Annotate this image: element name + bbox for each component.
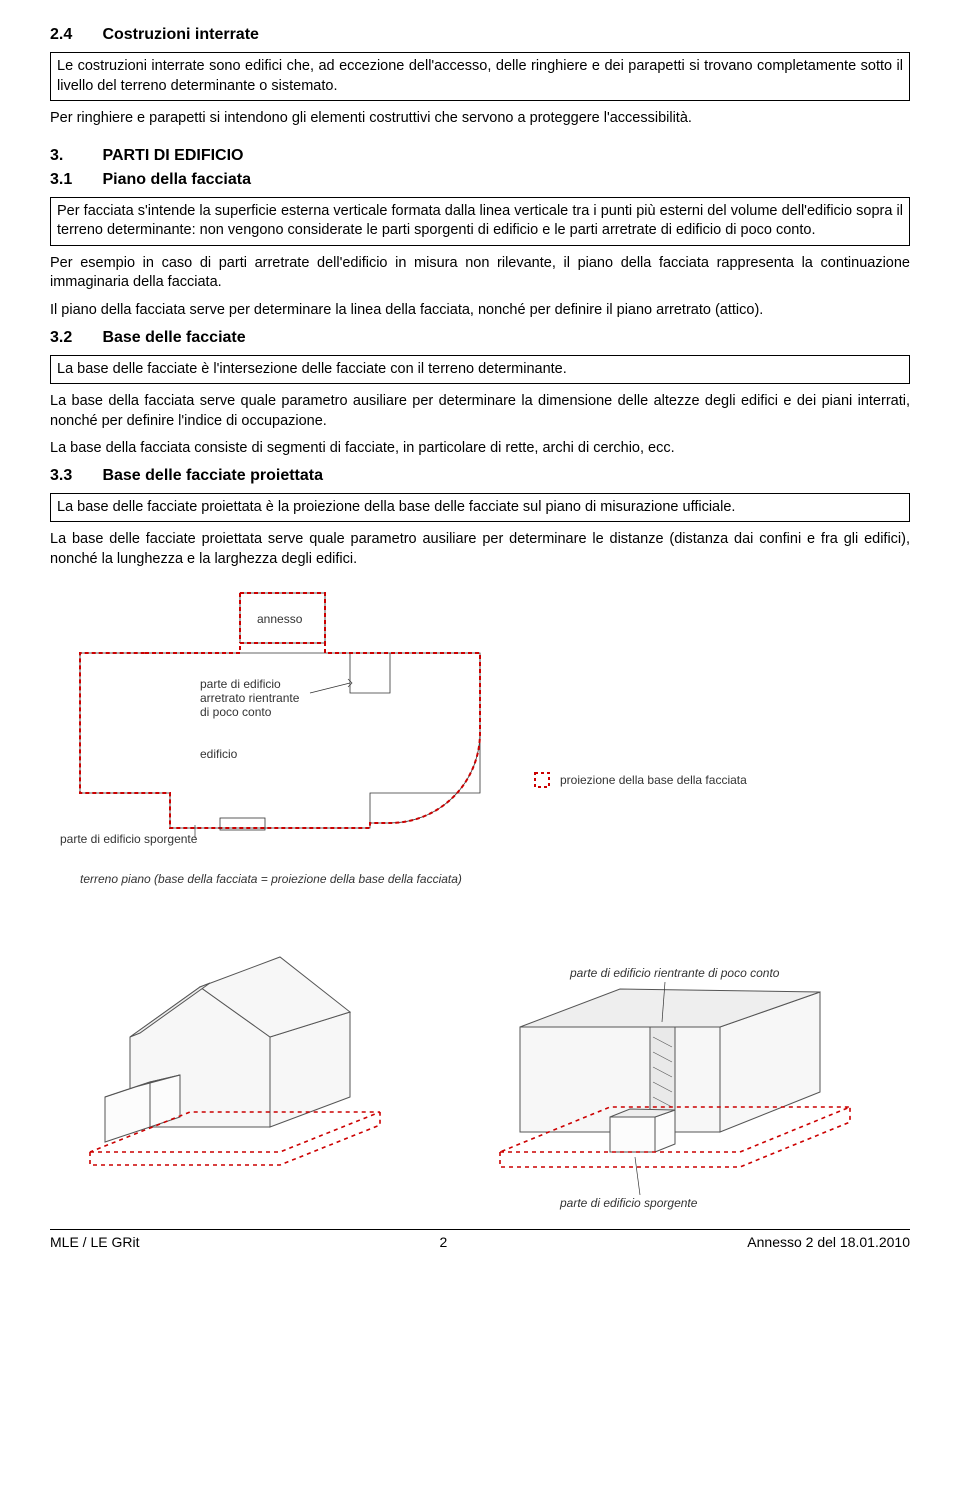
- heading-3-1: 3.1 Piano della facciata: [50, 171, 910, 189]
- heading-2-4: 2.4 Costruzioni interrate: [50, 26, 910, 44]
- label-edificio: edificio: [200, 747, 238, 761]
- label-arretrato: parte di edificio arretrato rientrante d…: [200, 677, 303, 719]
- label-sporgente: parte di edificio sporgente: [60, 832, 198, 846]
- box-3-2: La base delle facciate è l'intersezione …: [50, 355, 910, 385]
- heading-3-3: 3.3 Base delle facciate proiettata: [50, 467, 910, 485]
- para-3-3-1: La base delle facciate proiettata serve …: [50, 530, 910, 569]
- heading-num: 3.: [50, 147, 98, 165]
- heading-title: Base delle facciate: [102, 329, 245, 346]
- heading-title: Base delle facciate proiettata: [102, 467, 323, 484]
- box-2-4: Le costruzioni interrate sono edifici ch…: [50, 52, 910, 101]
- heading-num: 3.3: [50, 467, 98, 485]
- heading-title: Costruzioni interrate: [102, 26, 258, 43]
- diagram-iso-view: parte di edificio rientrante di poco con…: [50, 917, 910, 1217]
- label-rientrante: parte di edificio rientrante di poco con…: [569, 966, 780, 980]
- heading-num: 3.2: [50, 329, 98, 347]
- heading-title: Piano della facciata: [102, 171, 251, 188]
- label-terreno: terreno piano (base della facciata = pro…: [80, 872, 462, 886]
- footer-right: Annesso 2 del 18.01.2010: [747, 1234, 910, 1250]
- box-3-1: Per facciata s'intende la superficie est…: [50, 197, 910, 246]
- footer-center: 2: [439, 1234, 447, 1250]
- heading-3-2: 3.2 Base delle facciate: [50, 329, 910, 347]
- box-3-3: La base delle facciate proiettata è la p…: [50, 493, 910, 523]
- page-footer: MLE / LE GRit 2 Annesso 2 del 18.01.2010: [50, 1229, 910, 1250]
- label-proiezione: proiezione della base della facciata: [560, 773, 747, 787]
- para-2-4-1: Per ringhiere e parapetti si intendono g…: [50, 109, 910, 129]
- label-sporgente-2: parte di edificio sporgente: [559, 1196, 698, 1210]
- label-annesso: annesso: [257, 612, 303, 626]
- diagram-plan-view: annesso parte di edificio arretrato rien…: [50, 583, 910, 903]
- heading-3: 3. PARTI DI EDIFICIO: [50, 147, 910, 165]
- para-3-2-2: La base della facciata consiste di segme…: [50, 439, 910, 459]
- heading-num: 2.4: [50, 26, 98, 44]
- footer-left: MLE / LE GRit: [50, 1234, 139, 1250]
- para-3-2-1: La base della facciata serve quale param…: [50, 392, 910, 431]
- para-3-1-2: Il piano della facciata serve per determ…: [50, 301, 910, 321]
- heading-title: PARTI DI EDIFICIO: [102, 147, 243, 164]
- para-3-1-1: Per esempio in caso di parti arretrate d…: [50, 254, 910, 293]
- heading-num: 3.1: [50, 171, 98, 189]
